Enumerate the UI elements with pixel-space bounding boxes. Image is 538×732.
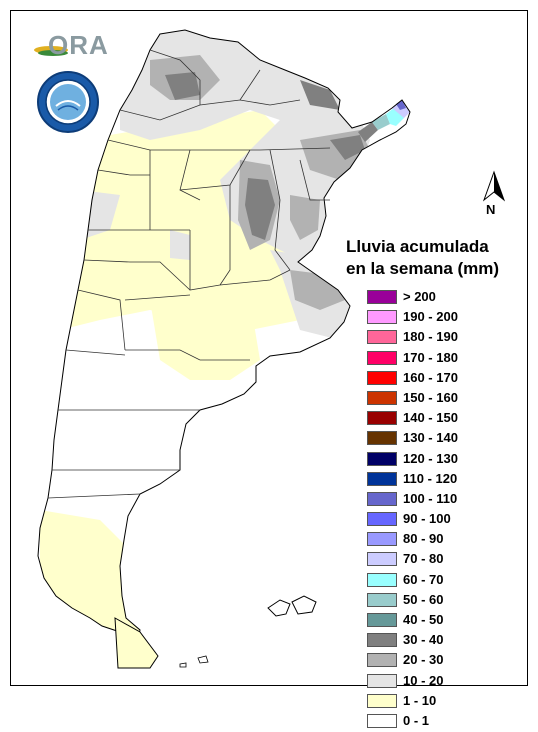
rain-zone-30-40-chaco <box>245 178 275 240</box>
rain-zone-30-40-northeast <box>300 80 340 110</box>
tierra-del-fuego-outline <box>114 617 159 669</box>
province-borders <box>47 49 331 499</box>
legend-swatch <box>367 451 397 466</box>
legend-swatch <box>367 330 397 345</box>
legend-label: 0 - 1 <box>403 712 430 728</box>
rain-zone-30-40-north <box>165 72 200 100</box>
rain-zone-10-20-cuyo <box>170 230 190 260</box>
legend-swatch <box>367 552 397 567</box>
legend-label: 120 - 130 <box>403 450 458 466</box>
rain-zone-misiones-60-70 <box>386 108 404 126</box>
legend-swatch <box>367 673 397 688</box>
legend-swatch <box>367 390 397 405</box>
legend-label: 50 - 60 <box>403 591 444 607</box>
malvinas-islands <box>267 595 317 617</box>
rainfall-map <box>37 29 411 669</box>
legend-swatch <box>367 653 397 668</box>
legend-label: 40 - 50 <box>403 612 444 627</box>
legend-label: 110 - 120 <box>403 470 458 486</box>
legend-swatch <box>367 512 397 527</box>
legend-title: Lluvia acumulada en la semana (mm) <box>346 236 499 280</box>
legend-swatch <box>367 532 397 547</box>
legend-label: 1 - 10 <box>403 692 437 708</box>
legend-label: > 200 <box>403 289 436 304</box>
rain-zone-1-10-south <box>40 510 150 640</box>
north-arrow-icon <box>482 170 506 202</box>
legend-swatch <box>367 411 397 426</box>
rain-zone-misiones-50-60 <box>372 114 390 130</box>
legend-label: 150 - 160 <box>403 389 458 405</box>
ora-logo-text: ORA <box>48 30 109 60</box>
legend-swatch <box>367 290 397 304</box>
north-label: N <box>486 202 496 217</box>
legend-label: 90 - 100 <box>403 511 451 527</box>
legend-label: 70 - 80 <box>403 551 444 567</box>
legend-swatch <box>367 613 397 627</box>
legend-swatch <box>367 592 397 607</box>
legend-label: 140 - 150 <box>403 410 458 426</box>
legend-label: 130 - 140 <box>403 430 458 446</box>
legend-title-line2: en la semana (mm) <box>346 259 500 278</box>
legend-label: 190 - 200 <box>403 309 458 325</box>
legend-swatch <box>367 370 397 385</box>
ora-logo-swoosh-green <box>38 50 68 56</box>
smn-seal-icon <box>37 71 99 133</box>
legend-swatch <box>367 471 397 486</box>
legend-label: 80 - 90 <box>403 531 444 547</box>
legend-title-line1: Lluvia acumulada <box>346 237 489 256</box>
argentina-outline <box>37 29 411 641</box>
legend-swatch <box>367 350 397 365</box>
legend-swatch <box>367 713 397 728</box>
legend-swatch <box>367 310 397 325</box>
legend-label: 160 - 170 <box>403 369 458 385</box>
rain-zone-30-40-corrientes <box>330 135 365 160</box>
legend-swatch <box>367 572 397 587</box>
rain-zone-20-30-east <box>290 195 320 240</box>
legend-label: 170 - 180 <box>403 349 458 365</box>
legend-swatch <box>367 431 397 446</box>
legend-label: 20 - 30 <box>403 652 444 668</box>
legend-label: 10 - 20 <box>403 672 444 688</box>
north-arrow: N <box>480 170 508 220</box>
legend-swatch <box>367 633 397 648</box>
legend-label: 180 - 190 <box>403 329 458 345</box>
legend-label: 100 - 110 <box>403 490 458 506</box>
legend-swatch <box>367 491 397 506</box>
legend-label: 60 - 70 <box>403 571 444 587</box>
small-islands <box>179 655 209 668</box>
legend-label: 30 - 40 <box>403 632 444 648</box>
rain-zone-misiones-30-40 <box>358 122 378 142</box>
ora-logo: ORA <box>34 28 108 64</box>
